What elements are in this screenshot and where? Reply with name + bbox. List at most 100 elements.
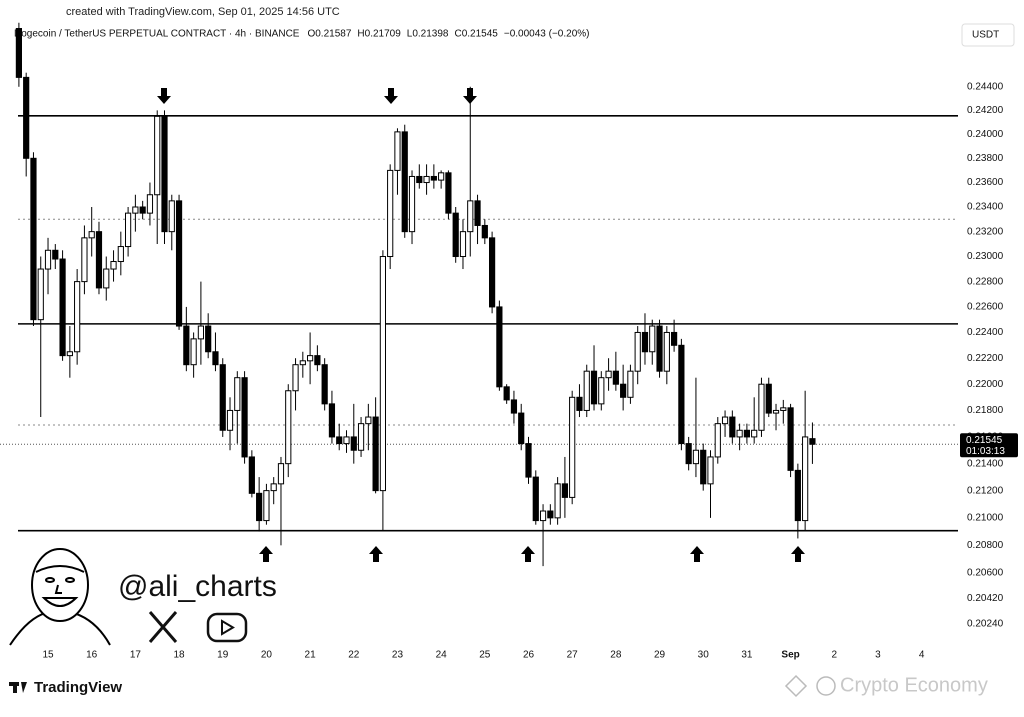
- candle-body: [489, 237, 496, 308]
- symbol-title: Dogecoin / TetherUS PERPETUAL CONTRACT ·…: [14, 29, 300, 40]
- up-arrow: [690, 546, 704, 562]
- candle-body: [503, 386, 510, 401]
- candle-body: [226, 409, 234, 431]
- candle-body: [66, 351, 73, 357]
- candle-body: [707, 456, 714, 485]
- price-tag: 0.21545: [966, 435, 1003, 446]
- y-tick-label: 0.20420: [967, 593, 1004, 604]
- candle-body: [590, 370, 598, 405]
- candle-body: [452, 212, 459, 258]
- candle-body: [459, 231, 467, 258]
- x-tick-label: 27: [567, 650, 579, 661]
- y-tick-label: 0.23400: [967, 202, 1004, 213]
- candle-body: [729, 416, 736, 438]
- candle-body: [30, 157, 37, 321]
- y-tick-label: 0.22200: [967, 353, 1004, 364]
- candle-body: [74, 281, 81, 353]
- candle-body: [183, 325, 190, 366]
- price-tag-box: [960, 433, 1018, 458]
- candle-body: [474, 200, 481, 226]
- candle-body: [132, 206, 139, 214]
- down-arrow: [384, 88, 398, 104]
- x-tick-label: Sep: [781, 650, 799, 661]
- x-tick-label: 24: [436, 650, 448, 661]
- candle-body: [525, 443, 532, 478]
- watermark: created with TradingView.com, Sep 01, 20…: [66, 6, 340, 18]
- x-tick-label: 30: [698, 650, 710, 661]
- x-tick-label: 4: [919, 650, 925, 661]
- candle-body: [277, 463, 285, 485]
- x-tick-label: 26: [523, 650, 535, 661]
- candle-body: [758, 383, 765, 431]
- candle-body: [350, 436, 357, 451]
- credit: Crypto Economy: [840, 674, 988, 696]
- candle-body: [663, 331, 670, 372]
- video-icon: [206, 612, 248, 643]
- y-tick-label: 0.20800: [967, 540, 1004, 551]
- candle-body: [554, 483, 561, 519]
- y-tick-label: 0.24400: [967, 81, 1004, 92]
- ohlc-readout: O0.21587 H0.21709 L0.21398 C0.21545 −0.00043…: [307, 29, 589, 40]
- candle-body: [438, 172, 445, 181]
- x-tick-label: 23: [392, 650, 404, 661]
- candle-body: [539, 510, 547, 522]
- candle-body: [88, 231, 95, 239]
- x-tick-label: 15: [42, 650, 54, 661]
- candle-body: [561, 483, 568, 498]
- x-tick-label: 21: [305, 650, 317, 661]
- candle-body: [408, 175, 416, 233]
- candle-body: [175, 200, 183, 327]
- candle-body: [430, 175, 437, 181]
- candle-body: [197, 325, 205, 340]
- x-tick-label: 3: [875, 650, 881, 661]
- x-tick-label: 2: [831, 650, 837, 661]
- candle-body: [314, 355, 321, 366]
- candle-body: [125, 212, 132, 248]
- candle-body: [532, 476, 539, 522]
- currency-box: [961, 23, 1015, 47]
- candle-body: [641, 331, 649, 353]
- y-tick-label: 0.23000: [967, 251, 1004, 262]
- arrows: [157, 88, 805, 562]
- x-tick-label: 19: [217, 650, 229, 661]
- candle-body: [787, 407, 794, 471]
- candle-body: [394, 131, 401, 171]
- candle-body: [700, 449, 707, 485]
- candle-body: [44, 249, 52, 270]
- x-tick-label: 25: [479, 650, 491, 661]
- candle-body: [569, 396, 576, 498]
- candle-body: [234, 377, 241, 411]
- candle-body: [765, 383, 772, 414]
- candle-body: [219, 364, 226, 431]
- candle-body: [103, 268, 110, 289]
- currency: USDT: [972, 30, 999, 41]
- candle-body: [598, 377, 605, 405]
- up-arrow: [259, 546, 273, 562]
- candle-body: [263, 490, 270, 522]
- candle-body: [154, 115, 161, 196]
- down-arrow: [157, 88, 171, 104]
- change: −0.00043 (−0.20%): [504, 29, 590, 40]
- x-tick-label: 17: [130, 650, 142, 661]
- handle: @ali_charts: [118, 570, 277, 603]
- candle-body: [95, 231, 103, 289]
- candle-body: [518, 412, 525, 445]
- candle-body: [467, 200, 474, 233]
- candle-body: [685, 443, 692, 465]
- candle-body: [117, 246, 124, 263]
- candle-body: [721, 416, 729, 425]
- candle-body: [751, 429, 758, 438]
- candle-body: [379, 256, 386, 492]
- y-tick-label: 0.21200: [967, 485, 1004, 496]
- candle-body: [583, 370, 590, 411]
- candle-body: [365, 416, 372, 425]
- candle-body: [161, 115, 168, 233]
- candle-body: [285, 390, 292, 465]
- y-tick-label: 0.23800: [967, 153, 1004, 164]
- ohlc-value: H0.21709: [357, 29, 401, 40]
- countdown: 01:03:13: [966, 446, 1005, 457]
- candle-body: [205, 325, 212, 353]
- candle-body: [627, 370, 634, 398]
